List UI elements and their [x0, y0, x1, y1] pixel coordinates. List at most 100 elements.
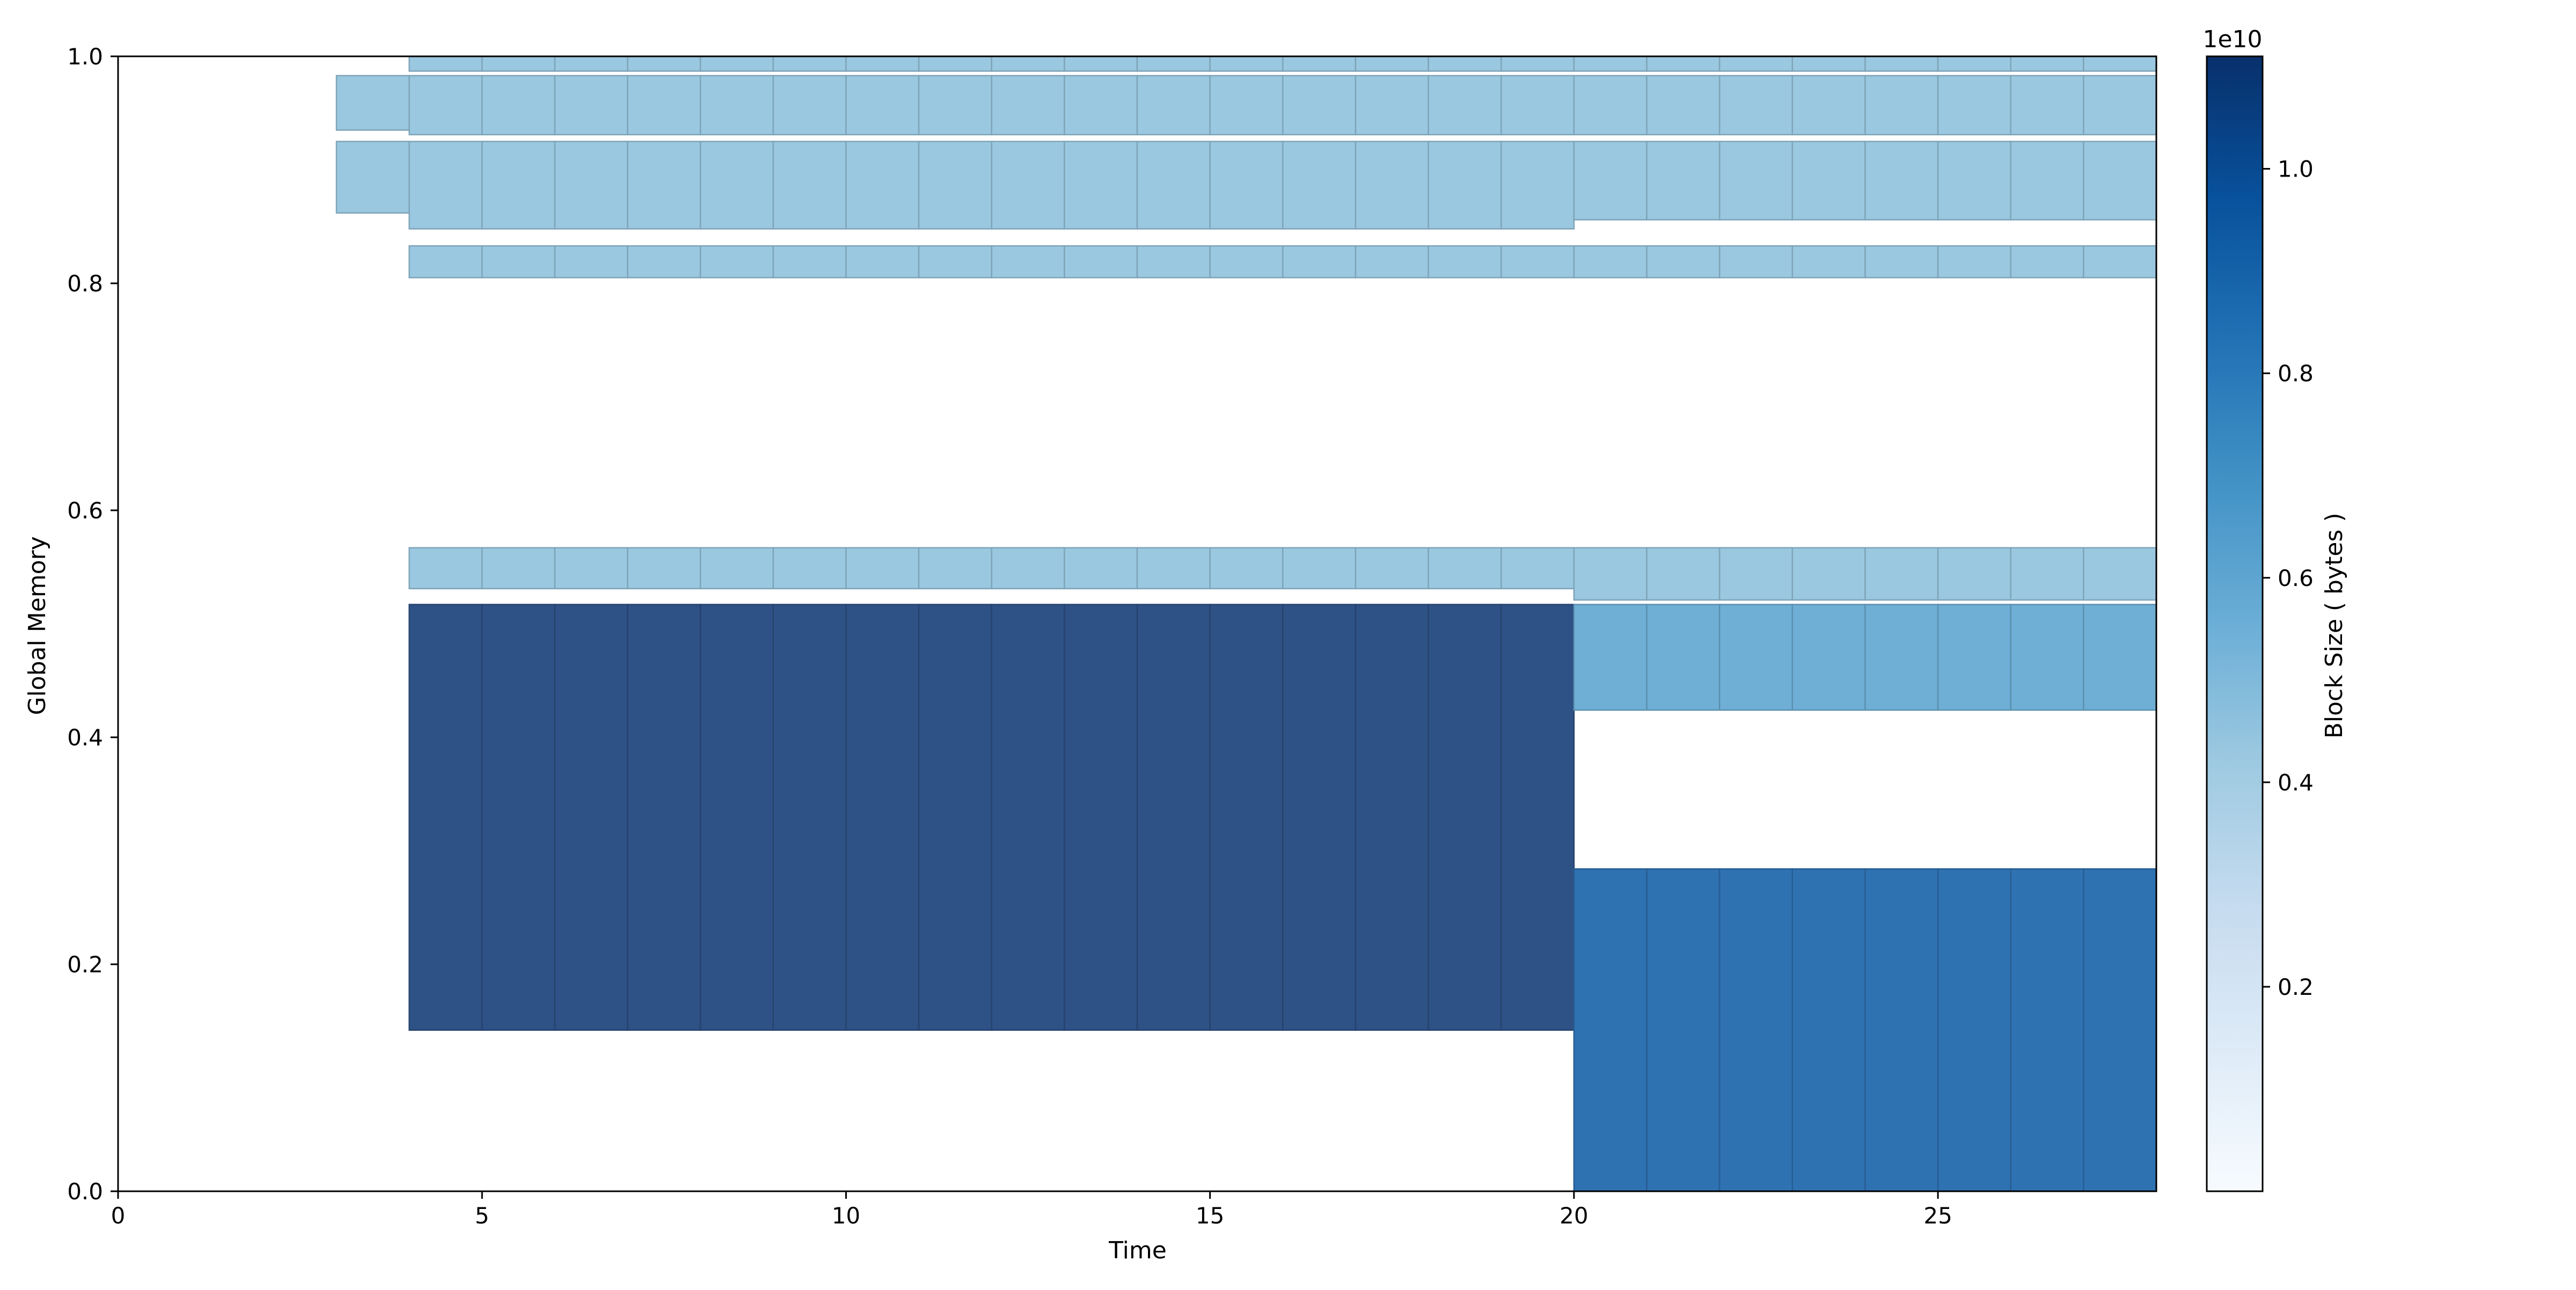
x-tick-label: 10: [832, 1203, 860, 1229]
memory-block-segment: [1136, 547, 1211, 590]
memory-block-segment: [1646, 55, 1721, 72]
memory-block-segment: [772, 55, 847, 72]
memory-block-segment: [627, 245, 701, 278]
memory-block-segment: [1573, 547, 1648, 601]
memory-block-segment: [845, 75, 920, 136]
memory-block-segment: [1209, 55, 1284, 72]
memory-block-segment: [1791, 245, 1866, 278]
memory-block-segment: [699, 245, 774, 278]
memory-block-segment: [627, 141, 701, 230]
memory-block-segment: [918, 604, 992, 1031]
memory-block-segment: [918, 75, 992, 136]
memory-block-segment: [408, 75, 483, 136]
memory-block-segment: [1864, 55, 1939, 72]
colorbar-tick-label: 0.4: [2278, 769, 2314, 796]
memory-block-segment: [1573, 55, 1648, 72]
memory-block-segment: [1718, 245, 1794, 278]
memory-block-segment: [1573, 141, 1648, 221]
memory-block-segment: [1355, 75, 1429, 136]
memory-block-segment: [699, 547, 774, 590]
memory-block-segment: [1064, 245, 1138, 278]
memory-block-segment: [772, 75, 847, 136]
memory-block-segment: [1573, 75, 1648, 136]
memory-block-segment: [845, 547, 920, 590]
memory-block-segment: [1791, 547, 1866, 601]
memory-block-segment: [1718, 547, 1794, 601]
x-tick-label: 20: [1560, 1203, 1588, 1229]
memory-block-segment: [1428, 55, 1502, 72]
memory-block-segment: [1064, 75, 1138, 136]
memory-block-segment: [1864, 547, 1939, 601]
memory-block-segment: [1500, 75, 1575, 136]
memory-block-segment: [1282, 245, 1357, 278]
colorbar-tick-label: 1.0: [2278, 156, 2314, 182]
memory-block-segment: [845, 604, 920, 1031]
memory-block-segment: [481, 604, 556, 1031]
memory-block-segment: [481, 245, 556, 278]
memory-block-segment: [1428, 547, 1502, 590]
memory-block-segment: [335, 141, 410, 214]
memory-block-segment: [2010, 547, 2084, 601]
memory-block-segment: [2083, 547, 2157, 601]
memory-block-segment: [1428, 604, 1502, 1031]
memory-block-segment: [1864, 245, 1939, 278]
memory-block-segment: [481, 141, 556, 230]
memory-block-segment: [554, 55, 628, 72]
colorbar-tick-label: 0.2: [2278, 974, 2314, 1000]
colorbar-tick-label: 0.8: [2278, 361, 2314, 387]
memory-block-segment: [772, 141, 847, 230]
memory-block-segment: [1937, 547, 2011, 601]
y-tick-label: 0.6: [67, 497, 103, 524]
memory-block-segment: [481, 55, 556, 72]
memory-blocks: [335, 55, 2157, 1192]
memory-block-segment: [2010, 604, 2084, 711]
x-tick-label: 0: [111, 1203, 126, 1229]
memory-block-segment: [1573, 604, 1648, 711]
memory-block-segment: [1136, 75, 1211, 136]
memory-block-segment: [2083, 75, 2157, 136]
colorbar-tick-label: 0.6: [2278, 565, 2314, 591]
plot-frame: [117, 55, 2157, 1192]
memory-block-segment: [918, 55, 992, 72]
memory-block-segment: [1500, 245, 1575, 278]
memory-block-segment: [1937, 245, 2011, 278]
memory-block-segment: [1791, 75, 1866, 136]
memory-block-segment: [1136, 604, 1211, 1031]
memory-block-segment: [772, 245, 847, 278]
memory-block-segment: [627, 547, 701, 590]
memory-block-segment: [1864, 75, 1939, 136]
memory-block-segment: [1500, 55, 1575, 72]
y-tick-label: 0.0: [67, 1178, 103, 1205]
memory-block-segment: [1428, 75, 1502, 136]
memory-block-segment: [1209, 75, 1284, 136]
memory-block-segment: [1282, 141, 1357, 230]
memory-block-segment: [1282, 75, 1357, 136]
memory-block-segment: [991, 55, 1065, 72]
y-tick-label: 0.8: [67, 270, 103, 297]
memory-block-segment: [1937, 75, 2011, 136]
memory-block-segment: [1282, 547, 1357, 590]
memory-block-segment: [1646, 245, 1721, 278]
memory-block-segment: [2010, 868, 2084, 1192]
memory-block-segment: [1718, 141, 1794, 221]
memory-block-segment: [2010, 141, 2084, 221]
memory-block-segment: [1136, 55, 1211, 72]
memory-block-segment: [1718, 75, 1794, 136]
memory-block-segment: [1355, 141, 1429, 230]
memory-block-segment: [1718, 55, 1794, 72]
memory-block-segment: [845, 55, 920, 72]
memory-block-segment: [627, 55, 701, 72]
memory-block-segment: [1355, 547, 1429, 590]
y-tick-label: 1.0: [67, 43, 103, 70]
axes: 0 5 10 15 20 25 0.0 0.2 0.4 0.6 0.8 1.0: [67, 43, 2157, 1229]
memory-block-segment: [1136, 245, 1211, 278]
memory-block-segment: [408, 141, 483, 230]
memory-block-segment: [699, 141, 774, 230]
memory-block-segment: [554, 604, 628, 1031]
memory-block-segment: [1791, 55, 1866, 72]
memory-block-segment: [2083, 141, 2157, 221]
memory-block-segment: [1864, 604, 1939, 711]
memory-block-segment: [2010, 75, 2084, 136]
colorbar-gradient: [2206, 55, 2264, 1192]
